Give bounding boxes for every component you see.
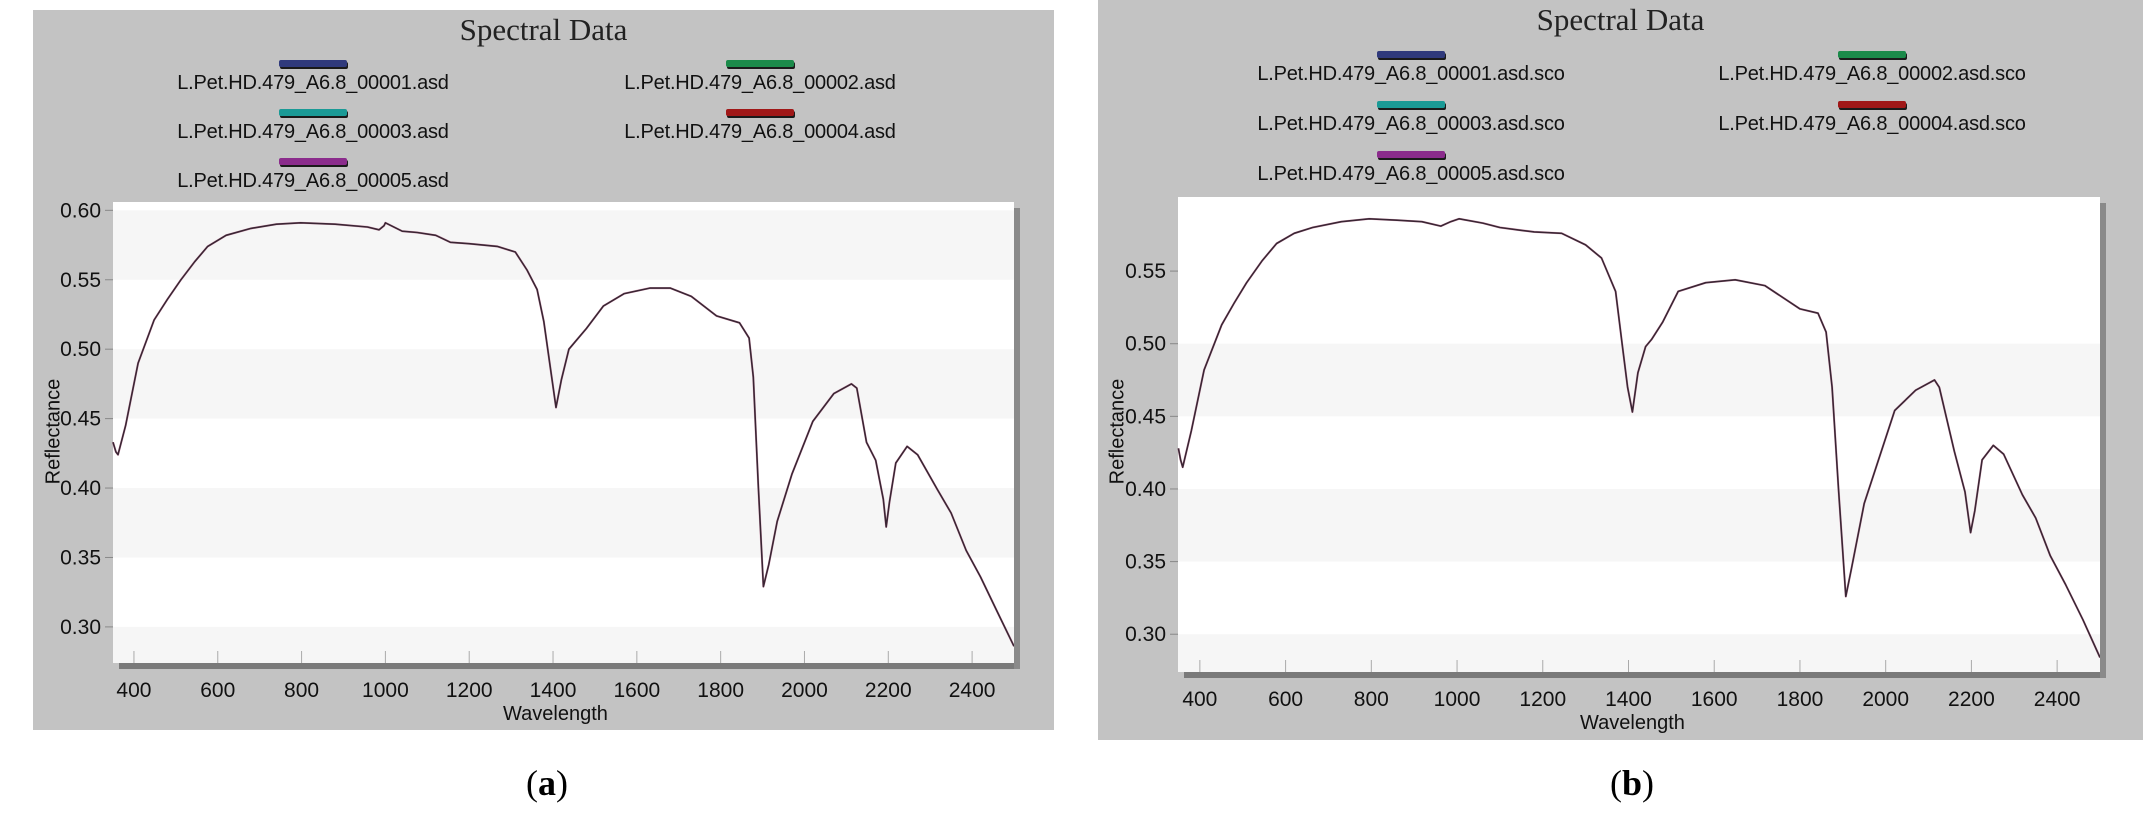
y-tick-label: 0.35 (1125, 551, 1166, 574)
chart-panel-a: Spectral Data L.Pet.HD.479_A6.8_00001.as… (33, 10, 1054, 730)
legend-swatch (279, 109, 347, 116)
plot-area: 0.30 0.35 0.40 0.45 0.50 0.55 400 600 800 1000 120… (1125, 197, 2106, 711)
legend-label: L.Pet.HD.479_A6.8_00003.asd (177, 121, 449, 143)
caption-a: (a) (526, 763, 568, 803)
chart-title: Spectral Data (459, 12, 628, 47)
x-tick-label: 1800 (1777, 688, 1824, 711)
legend-item-00003: L.Pet.HD.479_A6.8_00003.asd (98, 109, 528, 144)
legend-item-00002: L.Pet.HD.479_A6.8_00002.asd.sco (1657, 51, 2087, 86)
x-tick-label: 400 (116, 679, 151, 702)
legend-item-00004: L.Pet.HD.479_A6.8_00004.asd.sco (1657, 101, 2087, 136)
spectrum-line (112, 222, 1015, 647)
y-tick-label: 0.45 (60, 408, 101, 431)
x-tick-label: 1000 (1434, 688, 1481, 711)
legend-label: L.Pet.HD.479_A6.8_00002.asd (624, 72, 896, 94)
x-tick-label: 1200 (446, 679, 493, 702)
x-tick-label: 1000 (362, 679, 409, 702)
y-tick-label: 0.55 (1125, 260, 1166, 283)
x-tick-label: 2000 (781, 679, 828, 702)
x-axis-title: Wavelength (1580, 712, 1685, 734)
plot-background (1178, 197, 2100, 672)
legend-item-00002: L.Pet.HD.479_A6.8_00002.asd (545, 60, 975, 95)
y-tick-label: 0.55 (60, 269, 101, 292)
y-tick-label: 0.30 (1125, 623, 1166, 646)
legend-label: L.Pet.HD.479_A6.8_00004.asd.sco (1718, 113, 2026, 135)
x-tick-label: 2400 (2034, 688, 2081, 711)
x-tick-label: 1600 (613, 679, 660, 702)
legend-swatch (1377, 101, 1445, 108)
legend-label: L.Pet.HD.479_A6.8_00001.asd (177, 72, 449, 94)
legend-item-00001: L.Pet.HD.479_A6.8_00001.asd.sco (1196, 51, 1626, 86)
x-tick-label: 600 (200, 679, 235, 702)
legend-item-00005: L.Pet.HD.479_A6.8_00005.asd (98, 158, 528, 193)
legend-label: L.Pet.HD.479_A6.8_00005.asd (177, 170, 449, 192)
plot-area: 0.30 0.35 0.40 0.45 0.50 0.55 0.60 400 600 800 100… (60, 199, 1020, 702)
x-tick-label: 2000 (1862, 688, 1909, 711)
legend-item-00004: L.Pet.HD.479_A6.8_00004.asd (545, 109, 975, 144)
legend-swatch (1838, 51, 1906, 58)
y-tick-label: 0.50 (1125, 333, 1166, 356)
x-tick-label: 1600 (1691, 688, 1738, 711)
x-tick-label: 1800 (697, 679, 744, 702)
legend-label: L.Pet.HD.479_A6.8_00003.asd.sco (1257, 113, 1565, 135)
legend-swatch (1377, 151, 1445, 158)
x-tick-label: 600 (1268, 688, 1303, 711)
y-axis-title: Reflectance (1106, 378, 1129, 485)
x-tick-label: 800 (284, 679, 319, 702)
y-axis-title: Reflectance (42, 378, 65, 485)
x-tick-label: 800 (1354, 688, 1389, 711)
legend-swatch (279, 60, 347, 67)
legend-item-00003: L.Pet.HD.479_A6.8_00003.asd.sco (1196, 101, 1626, 136)
legend-label: L.Pet.HD.479_A6.8_00002.asd.sco (1718, 63, 2026, 85)
legend-swatch (1377, 51, 1445, 58)
legend-item-00001: L.Pet.HD.479_A6.8_00001.asd (98, 60, 528, 95)
y-tick-label: 0.60 (60, 199, 101, 222)
legend-item-00005: L.Pet.HD.479_A6.8_00005.asd.sco (1196, 151, 1626, 186)
spectrum-line (1177, 218, 2101, 658)
legend-label: L.Pet.HD.479_A6.8_00001.asd.sco (1257, 63, 1565, 85)
legend-label: L.Pet.HD.479_A6.8_00004.asd (624, 121, 896, 143)
legend-swatch (1838, 101, 1906, 108)
legend-swatch (726, 60, 794, 67)
legend-label: L.Pet.HD.479_A6.8_00005.asd.sco (1257, 163, 1565, 185)
x-tick-label: 1400 (530, 679, 577, 702)
y-tick-label: 0.50 (60, 338, 101, 361)
y-tick-label: 0.30 (60, 616, 101, 639)
y-tick-label: 0.35 (60, 546, 101, 569)
y-tick-label: 0.40 (1125, 478, 1166, 501)
legend-swatch (726, 109, 794, 116)
x-tick-label: 400 (1182, 688, 1217, 711)
x-tick-label: 1200 (1519, 688, 1566, 711)
y-tick-label: 0.45 (1125, 405, 1166, 428)
legend-swatch (279, 158, 347, 165)
x-tick-label: 2200 (865, 679, 912, 702)
x-tick-label: 2400 (949, 679, 996, 702)
caption-letter: b (1622, 763, 1643, 803)
y-tick-label: 0.40 (60, 477, 101, 500)
chart-panel-b: Spectral Data L.Pet.HD.479_A6.8_00001.as… (1098, 0, 2143, 740)
x-axis-title: Wavelength (503, 703, 608, 725)
caption-b: (b) (1610, 763, 1655, 803)
caption-letter: a (538, 763, 556, 803)
x-tick-label: 2200 (1948, 688, 1995, 711)
chart-title: Spectral Data (1536, 2, 1705, 37)
x-tick-label: 1400 (1605, 688, 1652, 711)
